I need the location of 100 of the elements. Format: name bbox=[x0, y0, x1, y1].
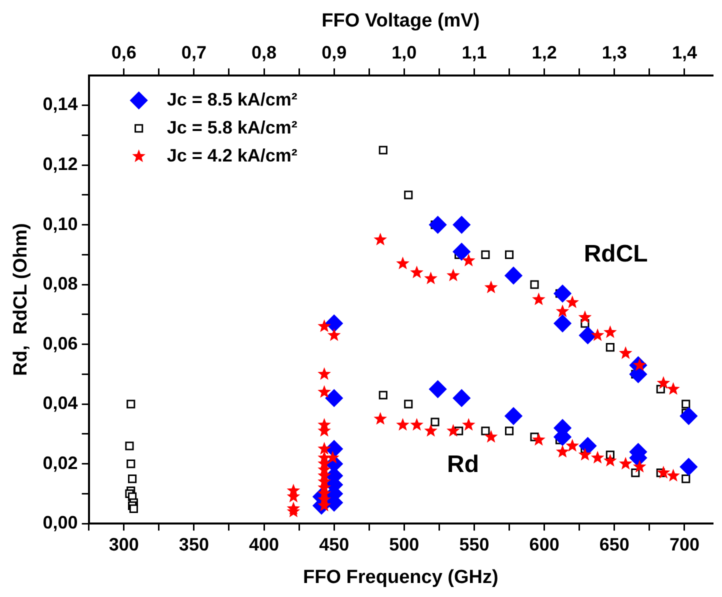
point bbox=[396, 256, 410, 270]
point bbox=[126, 400, 136, 408]
point bbox=[429, 380, 447, 398]
x-tick-label: 350 bbox=[178, 534, 209, 554]
x-tick-label: 650 bbox=[599, 534, 630, 554]
point bbox=[566, 295, 580, 308]
x2-tick-label: 1,3 bbox=[602, 42, 627, 63]
legend-label: Jc = 5.8 kA/cm² bbox=[166, 117, 298, 138]
point bbox=[318, 442, 331, 455]
x2-tick-label: 1,1 bbox=[462, 42, 487, 63]
point bbox=[374, 412, 388, 425]
point bbox=[632, 460, 646, 472]
point bbox=[424, 424, 438, 437]
point bbox=[504, 426, 514, 436]
point bbox=[318, 367, 331, 380]
point bbox=[410, 266, 424, 278]
point bbox=[374, 232, 388, 246]
point bbox=[579, 437, 597, 455]
point bbox=[446, 424, 460, 437]
point bbox=[462, 254, 476, 266]
x-tick-label: 600 bbox=[529, 534, 560, 554]
point bbox=[666, 382, 680, 395]
x2-axis-title: FFO Voltage (mV) bbox=[322, 10, 480, 32]
point bbox=[326, 450, 340, 464]
annotation: RdCL bbox=[584, 240, 648, 268]
point bbox=[590, 328, 604, 342]
y-axis-title: Rd, RdCL (Ohm) bbox=[10, 223, 32, 376]
y-tick-label: 0,06 bbox=[42, 333, 78, 354]
y-tick-label: 0,12 bbox=[42, 154, 78, 174]
point bbox=[452, 389, 470, 407]
y-tick-label: 0,08 bbox=[42, 274, 78, 294]
point bbox=[325, 314, 343, 332]
point bbox=[666, 468, 680, 482]
x2-tick-label: 0,9 bbox=[322, 42, 347, 63]
point bbox=[632, 358, 646, 371]
point bbox=[424, 272, 438, 284]
point bbox=[462, 418, 476, 431]
point bbox=[504, 407, 522, 425]
point bbox=[556, 304, 570, 318]
y-tick-label: 0,04 bbox=[42, 393, 78, 414]
point bbox=[126, 460, 136, 468]
point bbox=[656, 466, 670, 478]
y-tick-label: 0,00 bbox=[42, 512, 78, 533]
x2-tick-label: 0,7 bbox=[181, 42, 206, 63]
point bbox=[554, 314, 572, 332]
point bbox=[680, 458, 698, 476]
point bbox=[680, 407, 698, 425]
point bbox=[530, 280, 539, 289]
x2-tick-label: 1,0 bbox=[392, 42, 417, 63]
point bbox=[429, 216, 447, 234]
x-tick-label: 700 bbox=[669, 534, 700, 554]
point bbox=[404, 190, 413, 200]
x2-tick-label: 1,4 bbox=[672, 42, 697, 63]
point bbox=[125, 442, 134, 450]
point bbox=[481, 250, 490, 259]
point bbox=[430, 418, 440, 426]
point bbox=[590, 450, 604, 464]
point bbox=[579, 326, 597, 344]
point bbox=[452, 216, 470, 234]
point bbox=[410, 418, 424, 431]
point bbox=[604, 325, 617, 338]
point bbox=[318, 385, 331, 398]
x2-tick-label: 0,8 bbox=[252, 42, 277, 63]
point bbox=[604, 454, 617, 467]
point bbox=[481, 426, 490, 436]
point bbox=[578, 448, 592, 461]
y-tick-label: 0,10 bbox=[42, 214, 78, 234]
point bbox=[566, 438, 580, 452]
point bbox=[532, 292, 546, 306]
point bbox=[484, 430, 498, 443]
point bbox=[484, 280, 498, 294]
point bbox=[318, 319, 331, 332]
point bbox=[129, 504, 138, 513]
point bbox=[682, 400, 690, 408]
x2-tick-label: 0,6 bbox=[111, 42, 136, 63]
point bbox=[504, 266, 522, 284]
y-tick-label: 0,14 bbox=[42, 94, 78, 114]
point bbox=[446, 268, 460, 282]
point bbox=[606, 343, 614, 352]
point bbox=[378, 146, 388, 154]
point bbox=[618, 456, 632, 470]
x-tick-label: 400 bbox=[248, 534, 280, 554]
point bbox=[578, 310, 592, 324]
point bbox=[504, 250, 514, 259]
point bbox=[404, 400, 413, 408]
x-tick-label: 300 bbox=[108, 534, 139, 554]
x-tick-label: 500 bbox=[389, 534, 420, 554]
legend-label: Jc = 4.2 kA/cm² bbox=[166, 145, 298, 166]
point bbox=[452, 242, 470, 260]
point bbox=[327, 328, 341, 342]
point bbox=[378, 390, 388, 400]
point bbox=[618, 346, 632, 359]
point bbox=[656, 376, 670, 389]
x-tick-label: 450 bbox=[319, 534, 350, 554]
x-tick-label: 550 bbox=[459, 534, 490, 554]
point bbox=[325, 389, 343, 407]
point bbox=[532, 432, 546, 446]
point bbox=[128, 474, 137, 484]
point bbox=[556, 444, 570, 458]
point bbox=[396, 418, 410, 431]
